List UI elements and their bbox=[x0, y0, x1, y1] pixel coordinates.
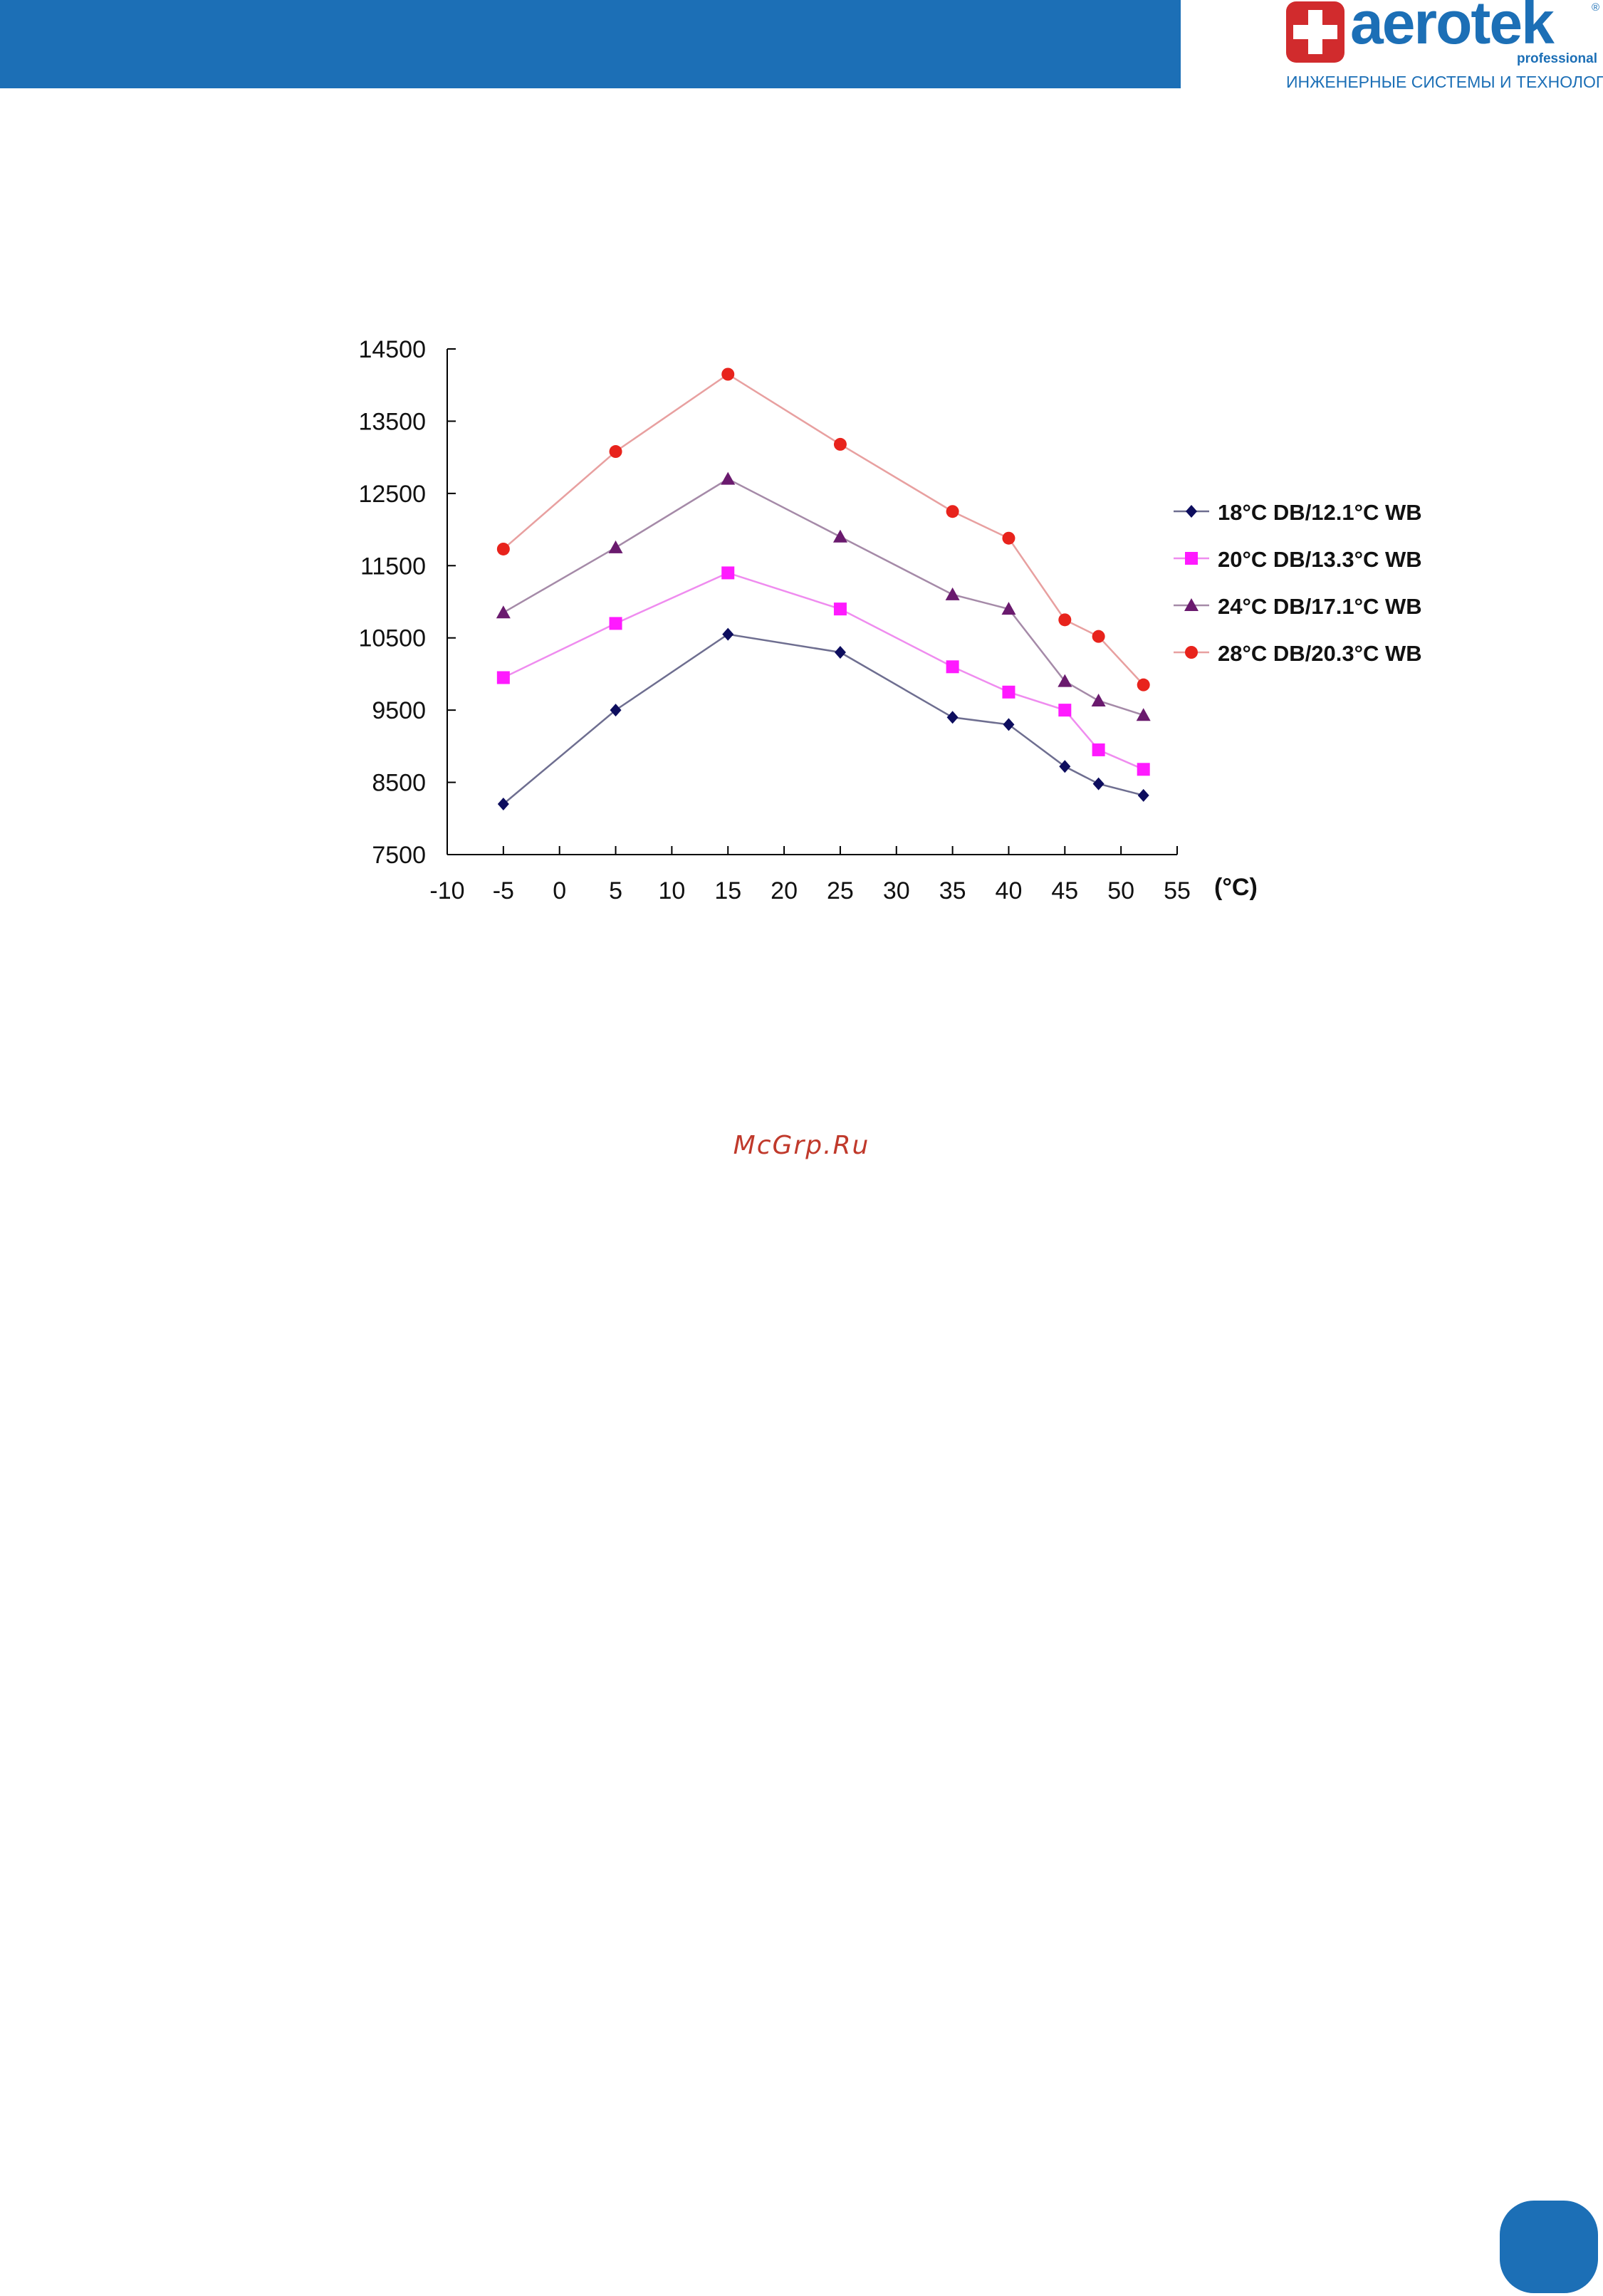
series-line-2 bbox=[503, 572, 1144, 771]
series-1-point bbox=[1092, 777, 1105, 790]
header-bar bbox=[0, 0, 1181, 88]
series-4-point bbox=[833, 437, 847, 451]
series-line-3 bbox=[503, 478, 1144, 716]
series-2-point bbox=[609, 617, 622, 630]
series-4-point bbox=[946, 505, 959, 518]
series-3-point bbox=[1136, 708, 1151, 721]
y-tick-label: 9500 bbox=[372, 697, 426, 724]
logo-registered-mark: ® bbox=[1592, 1, 1600, 14]
x-tick-label: -10 bbox=[429, 877, 464, 904]
y-tick-label: 12500 bbox=[358, 481, 426, 508]
series-2-point bbox=[1058, 704, 1072, 717]
logo-tagline: ИНЖЕНЕРНЫЕ СИСТЕМЫ И ТЕХНОЛОГИИ bbox=[1286, 73, 1603, 91]
y-tick-label: 14500 bbox=[358, 336, 426, 363]
series-2-point bbox=[833, 602, 847, 616]
series-3-point bbox=[832, 529, 847, 543]
x-tick-label: 50 bbox=[1107, 877, 1134, 904]
series-3-point bbox=[608, 540, 623, 553]
aerotek-logo: aerotek ® professional ИНЖЕНЕРНЫЕ СИСТЕМ… bbox=[1286, 0, 1603, 94]
series-2-point bbox=[1092, 743, 1105, 756]
series-2-point bbox=[721, 566, 735, 580]
series-3-point bbox=[945, 587, 960, 600]
series-line-4 bbox=[503, 373, 1144, 686]
x-tick-label: 40 bbox=[996, 877, 1023, 904]
legend-label: 18°C DB/12.1°C WB bbox=[1218, 500, 1422, 525]
y-tick-label: 11500 bbox=[360, 553, 426, 580]
x-tick-label: 15 bbox=[714, 877, 741, 904]
series-2-point bbox=[1002, 685, 1015, 699]
legend-marker bbox=[1185, 646, 1198, 659]
series-1-point bbox=[1003, 718, 1015, 731]
x-tick-label: 30 bbox=[883, 877, 910, 904]
legend-label: 28°C DB/20.3°C WB bbox=[1218, 641, 1422, 666]
legend-marker bbox=[1185, 552, 1198, 565]
series-3-point bbox=[1001, 602, 1016, 615]
series-1-point bbox=[722, 627, 734, 641]
series-3-point bbox=[721, 471, 736, 485]
x-tick-label: 55 bbox=[1164, 877, 1191, 904]
x-tick-label: 5 bbox=[609, 877, 622, 904]
legend-label: 24°C DB/17.1°C WB bbox=[1218, 594, 1422, 619]
series-3-point bbox=[496, 605, 511, 619]
performance-line-chart: 7500850095001050011500125001350014500-10… bbox=[358, 336, 1422, 904]
series-4-point bbox=[1137, 678, 1150, 692]
x-tick-label: 0 bbox=[553, 877, 566, 904]
series-1-point bbox=[946, 711, 959, 724]
logo-wordmark: aerotek bbox=[1350, 0, 1555, 56]
x-tick-label: -5 bbox=[493, 877, 514, 904]
y-tick-label: 7500 bbox=[372, 842, 426, 869]
series-2-point bbox=[1137, 763, 1150, 776]
y-tick-label: 10500 bbox=[358, 625, 426, 652]
logo-subtitle: professional bbox=[1517, 51, 1597, 66]
x-tick-label: 35 bbox=[939, 877, 966, 904]
series-4-point bbox=[1092, 630, 1105, 643]
series-1-point bbox=[610, 704, 622, 717]
series-4-point bbox=[609, 445, 622, 459]
red-cross-icon bbox=[1286, 1, 1344, 63]
series-4-point bbox=[496, 542, 510, 555]
x-tick-label: 10 bbox=[658, 877, 685, 904]
legend-marker bbox=[1186, 505, 1197, 518]
x-tick-label: 45 bbox=[1051, 877, 1078, 904]
y-tick-label: 13500 bbox=[358, 408, 426, 435]
series-3-point bbox=[1058, 674, 1072, 687]
legend-label: 20°C DB/13.3°C WB bbox=[1218, 547, 1422, 572]
series-1-point bbox=[1137, 788, 1149, 802]
series-2-point bbox=[946, 660, 959, 674]
watermark: McGrp.Ru bbox=[733, 1131, 870, 1160]
series-1-point bbox=[497, 798, 509, 810]
x-axis-label: (°C) bbox=[1214, 874, 1258, 901]
series-4-point bbox=[1002, 531, 1015, 545]
series-3-point bbox=[1091, 693, 1106, 706]
series-1-point bbox=[1059, 760, 1071, 773]
series-4-point bbox=[721, 367, 735, 381]
y-tick-label: 8500 bbox=[372, 770, 426, 797]
series-1-point bbox=[834, 646, 846, 659]
x-tick-label: 25 bbox=[827, 877, 854, 904]
page-number-badge bbox=[1500, 2201, 1598, 2293]
series-2-point bbox=[496, 671, 510, 684]
x-tick-label: 20 bbox=[771, 877, 798, 904]
series-4-point bbox=[1058, 613, 1072, 627]
legend-marker bbox=[1184, 598, 1199, 611]
